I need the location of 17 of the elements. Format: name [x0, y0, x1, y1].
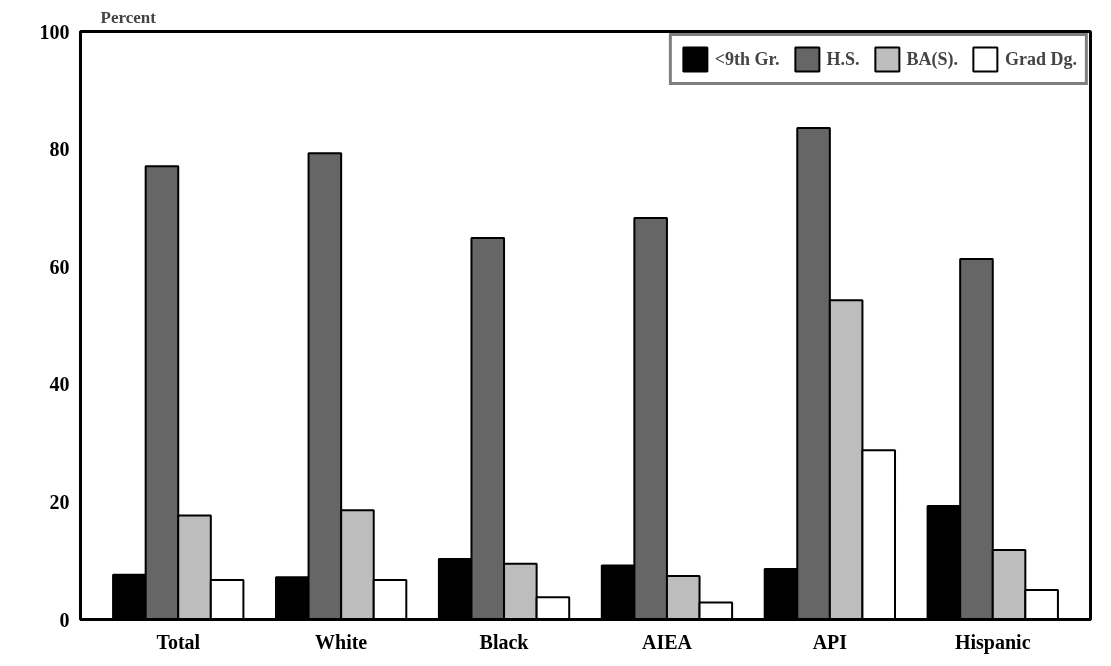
y-axis-title: Percent	[100, 7, 157, 27]
legend-label: <9th Gr.	[714, 48, 780, 70]
x-tick-label: Hispanic	[954, 630, 1031, 654]
legend-label: Grad Dg.	[1005, 48, 1077, 70]
y-tick-label: 40	[49, 373, 70, 396]
x-tick-label: Black	[479, 630, 530, 653]
x-tick-label: White	[315, 630, 368, 653]
x-tick-label: API	[812, 630, 848, 653]
legend-label: H.S.	[826, 48, 860, 70]
x-tick-label: Total	[156, 630, 201, 653]
y-tick-label: 0	[59, 608, 70, 631]
legend-label: BA(S).	[906, 48, 958, 70]
y-tick-label: 100	[39, 20, 70, 43]
y-tick-label: 20	[49, 490, 70, 513]
y-tick-label: 60	[49, 255, 70, 278]
y-tick-label: 80	[49, 138, 70, 161]
x-tick-label: AIEA	[641, 630, 693, 653]
